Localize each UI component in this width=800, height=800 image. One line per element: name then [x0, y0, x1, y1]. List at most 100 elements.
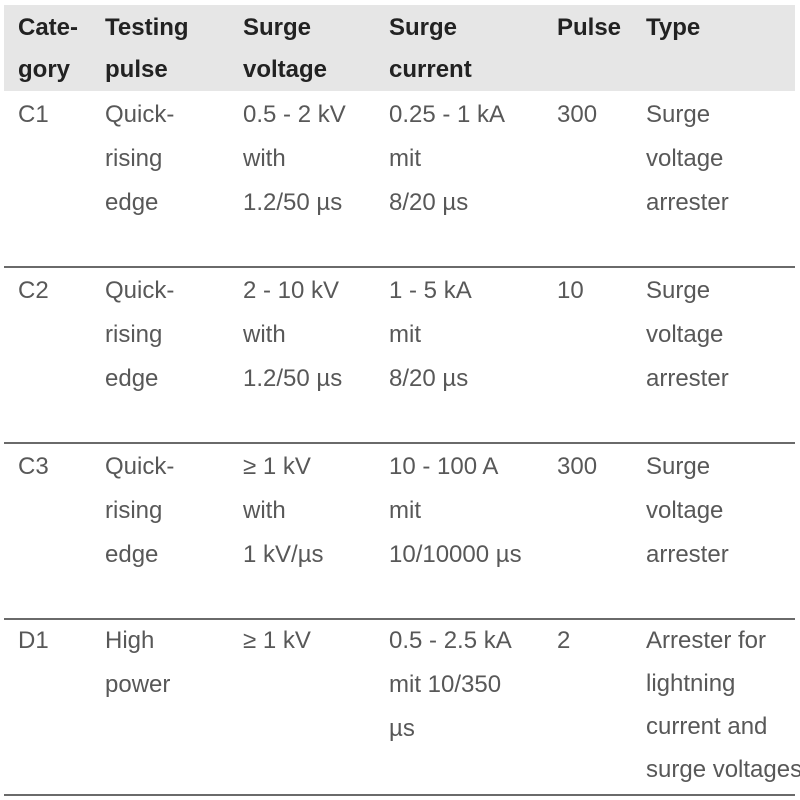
- cell-surge-voltage: ≥ 1 kV: [243, 619, 311, 663]
- cell-text-line: 2: [557, 627, 571, 654]
- cell-text-line: arrester: [646, 541, 729, 568]
- cell-surge-voltage: ≥ 1 kV with 1 kV/µs: [243, 445, 324, 577]
- header-text-line: Surge: [243, 14, 312, 41]
- cell-text-line: voltage: [646, 145, 724, 172]
- header-text-line: gory: [18, 56, 71, 83]
- cell-surge-current: 0.5 - 2.5 kA mit 10/350 µs: [389, 619, 512, 751]
- cell-text-line: mit: [389, 145, 421, 172]
- cell-text-line: edge: [105, 365, 159, 392]
- cell-text-line: ≥ 1 kV: [243, 453, 311, 480]
- table-header-band: [4, 5, 795, 91]
- cell-text-line: rising: [105, 145, 163, 172]
- header-category: Cate-gory: [18, 7, 78, 91]
- cell-text-line: rising: [105, 497, 163, 524]
- cell-surge-voltage: 2 - 10 kV with 1.2/50 µs: [243, 269, 342, 401]
- header-text-line: voltage: [243, 56, 328, 83]
- cell-text-line: 10 - 100 A: [389, 453, 499, 480]
- cell-text-line: ≥ 1 kV: [243, 627, 311, 654]
- cell-text-line: High: [105, 627, 155, 654]
- cell-text-line: 1 kV/µs: [243, 541, 324, 568]
- cell-surge-current: 10 - 100 A mit 10/10000 µs: [389, 445, 522, 577]
- cell-text-line: edge: [105, 541, 159, 568]
- cell-text-line: 0.5 - 2.5 kA: [389, 627, 512, 654]
- header-testing-pulse: Testing pulse: [105, 7, 189, 91]
- cell-text-line: C2: [18, 277, 49, 304]
- cell-text-line: Surge: [646, 277, 711, 304]
- cell-type: Arrester for lightning current and surge vo…: [646, 619, 800, 791]
- cell-text-line: Quick-: [105, 277, 175, 304]
- cell-pulse: 300: [557, 93, 597, 137]
- cell-surge-current: 0.25 - 1 kA mit 8/20 µs: [389, 93, 505, 225]
- cell-text-line: Arrester for: [646, 627, 767, 654]
- cell-text-line: Surge: [646, 453, 711, 480]
- cell-text-line: arrester: [646, 189, 729, 216]
- cell-category: C1: [18, 93, 49, 137]
- cell-text-line: lightning: [646, 670, 736, 697]
- header-pulse: Pulse: [557, 7, 621, 49]
- cell-testing-pulse: High power: [105, 619, 170, 707]
- cell-type: Surge voltage arrester: [646, 93, 729, 225]
- cell-text-line: µs: [389, 715, 415, 742]
- cell-text-line: mit: [389, 497, 421, 524]
- row-divider: [4, 266, 795, 268]
- cell-text-line: 300: [557, 453, 598, 480]
- cell-type: Surge voltage arrester: [646, 269, 729, 401]
- cell-text-line: Quick-: [105, 453, 175, 480]
- cell-text-line: power: [105, 671, 171, 698]
- cell-pulse: 10: [557, 269, 584, 313]
- cell-testing-pulse: Quick-rising edge: [105, 93, 174, 225]
- cell-text-line: Quick-: [105, 101, 175, 128]
- cell-text-line: with: [243, 145, 286, 172]
- cell-text-line: with: [243, 497, 286, 524]
- cell-text-line: 1.2/50 µs: [243, 365, 343, 392]
- cell-text-line: D1: [18, 627, 49, 654]
- cell-text-line: 10/10000 µs: [389, 541, 522, 568]
- cell-text-line: 1.2/50 µs: [243, 189, 343, 216]
- header-text-line: Pulse: [557, 14, 622, 41]
- cell-pulse: 2: [557, 619, 570, 663]
- cell-text-line: 2 - 10 kV: [243, 277, 340, 304]
- cell-text-line: with: [243, 321, 286, 348]
- header-surge-voltage: Surge voltage: [243, 7, 327, 91]
- cell-text-line: 300: [557, 101, 598, 128]
- cell-text-line: 8/20 µs: [389, 365, 469, 392]
- header-text-line: Type: [646, 14, 701, 41]
- cell-text-line: C1: [18, 101, 49, 128]
- header-text-line: Cate-: [18, 14, 79, 41]
- cell-text-line: current and: [646, 713, 768, 740]
- cell-text-line: voltage: [646, 321, 724, 348]
- row-divider: [4, 618, 795, 620]
- header-surge-current: Surge current: [389, 7, 472, 91]
- cell-type: Surge voltage arrester: [646, 445, 729, 577]
- header-text-line: pulse: [105, 56, 168, 83]
- cell-surge-voltage: 0.5 - 2 kV with 1.2/50 µs: [243, 93, 346, 225]
- row-divider: [4, 794, 795, 796]
- cell-testing-pulse: Quick-rising edge: [105, 269, 174, 401]
- cell-text-line: surge voltages: [646, 756, 800, 783]
- cell-text-line: 1 - 5 kA: [389, 277, 472, 304]
- cell-text-line: Surge: [646, 101, 711, 128]
- cell-text-line: arrester: [646, 365, 729, 392]
- header-text-line: Testing: [105, 14, 189, 41]
- cell-pulse: 300: [557, 445, 597, 489]
- cell-text-line: 8/20 µs: [389, 189, 469, 216]
- header-text-line: Surge: [389, 14, 458, 41]
- cell-text-line: mit 10/350: [389, 671, 502, 698]
- header-text-line: current: [389, 56, 472, 83]
- row-divider: [4, 442, 795, 444]
- cell-text-line: voltage: [646, 497, 724, 524]
- cell-surge-current: 1 - 5 kA mit 8/20 µs: [389, 269, 472, 401]
- cell-category: D1: [18, 619, 49, 663]
- cell-text-line: 0.5 - 2 kV: [243, 101, 346, 128]
- cell-text-line: C3: [18, 453, 49, 480]
- header-type: Type: [646, 7, 700, 49]
- cell-testing-pulse: Quick-rising edge: [105, 445, 174, 577]
- cell-text-line: edge: [105, 189, 159, 216]
- cell-text-line: 10: [557, 277, 584, 304]
- cell-category: C3: [18, 445, 49, 489]
- cell-text-line: 0.25 - 1 kA: [389, 101, 506, 128]
- cell-text-line: rising: [105, 321, 163, 348]
- cell-category: C2: [18, 269, 49, 313]
- cell-text-line: mit: [389, 321, 421, 348]
